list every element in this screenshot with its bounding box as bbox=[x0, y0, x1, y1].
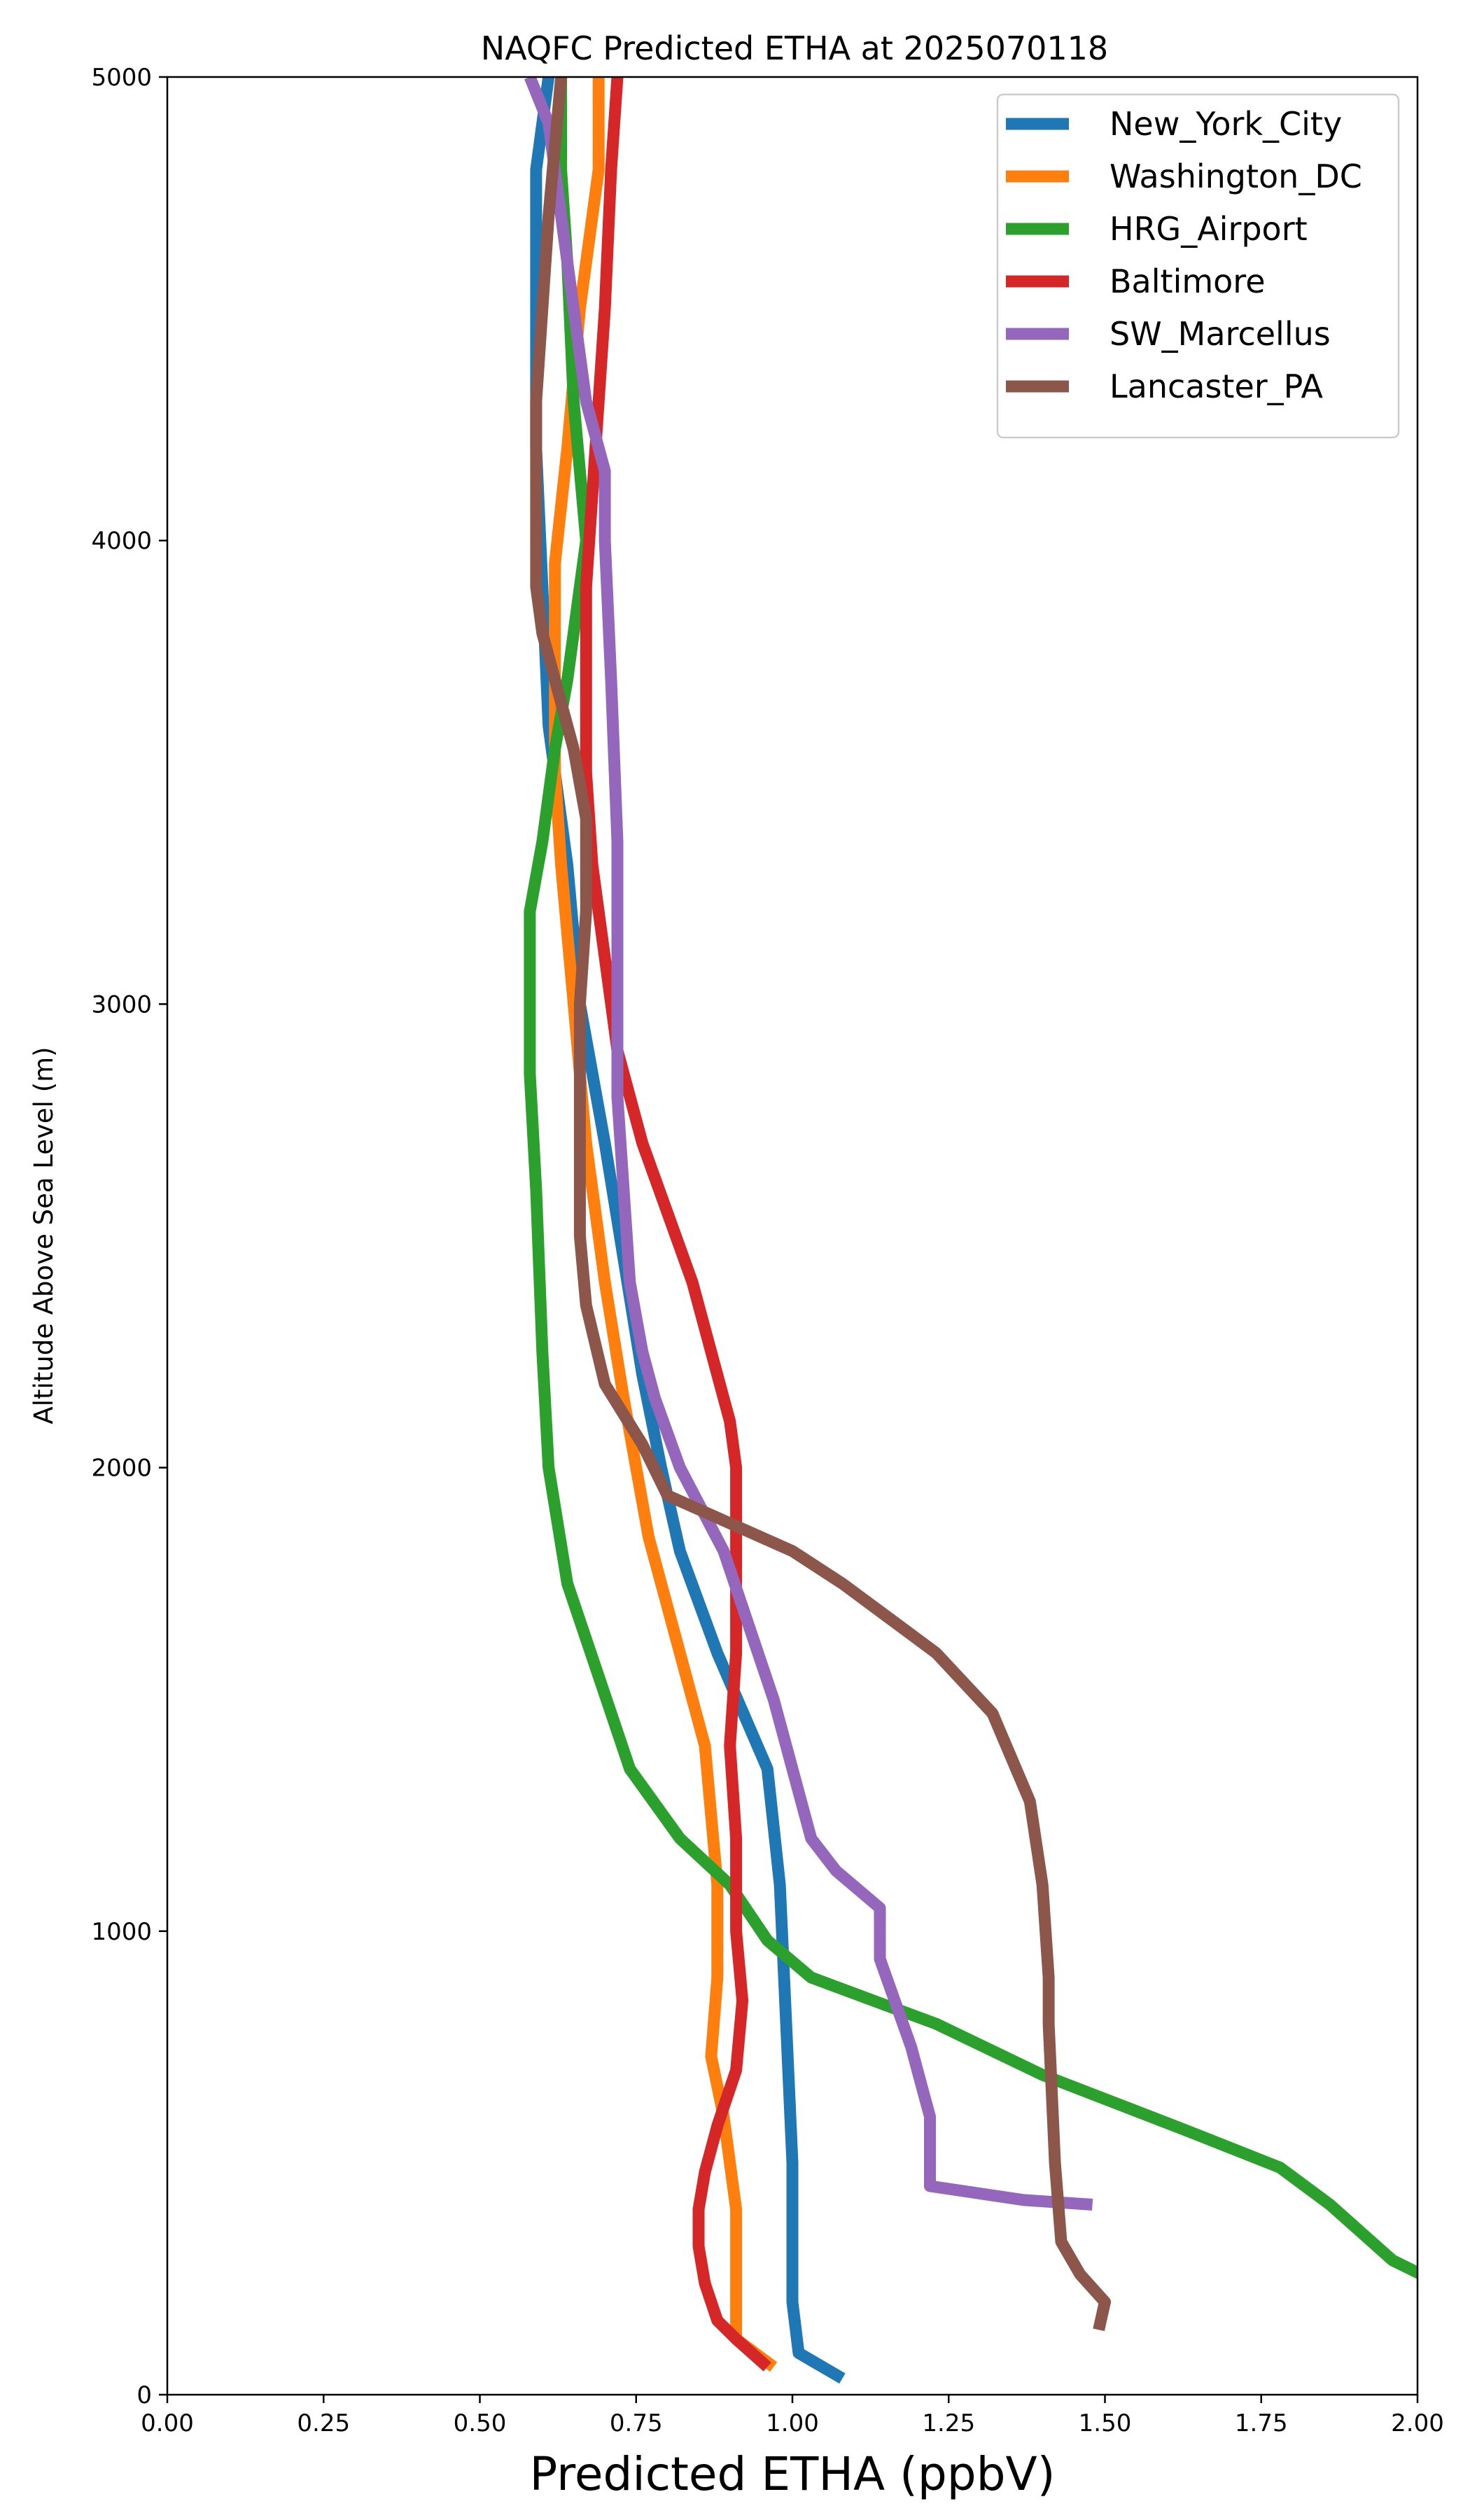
y-axis: 0 1000 2000 3000 4000 5000 bbox=[91, 64, 167, 2409]
legend-label: Lancaster_PA bbox=[1110, 368, 1323, 405]
x-tick-label: 1.50 bbox=[1079, 2409, 1132, 2437]
legend: New_York_City Washington_DC HRG_Airport Bal… bbox=[996, 93, 1400, 439]
y-tick-label: 3000 bbox=[91, 990, 152, 1018]
x-tick-label: 1.00 bbox=[766, 2409, 819, 2437]
y-tick-label: 0 bbox=[136, 2381, 152, 2409]
series-line-hrg-airport bbox=[524, 77, 1418, 2280]
legend-box bbox=[996, 93, 1400, 439]
legend-label: SW_Marcellus bbox=[1110, 315, 1331, 353]
y-tick-label: 5000 bbox=[91, 64, 152, 92]
series-line-sw-marcellus bbox=[524, 77, 1093, 2211]
series-line-lancaster-pa bbox=[530, 77, 1111, 2332]
legend-label: Baltimore bbox=[1110, 262, 1266, 300]
x-tick-label: 1.25 bbox=[922, 2409, 975, 2437]
y-tick-label: 4000 bbox=[91, 527, 152, 555]
x-axis-label: Predicted ETHA (ppbV) bbox=[530, 2447, 1056, 2501]
x-tick-label: 0.25 bbox=[297, 2409, 350, 2437]
y-axis-label: Altitude Above Sea Level (m) bbox=[29, 1046, 59, 1424]
series-line-washington-dc bbox=[549, 77, 778, 2372]
legend-label: HRG_Airport bbox=[1110, 210, 1308, 248]
series-line-baltimore bbox=[580, 77, 771, 2372]
x-tick-label: 2.00 bbox=[1391, 2409, 1444, 2437]
y-tick-label: 2000 bbox=[91, 1455, 152, 1483]
legend-label: New_York_City bbox=[1110, 105, 1342, 143]
chart-title: NAQFC Predicted ETHA at 2025070118 bbox=[481, 29, 1108, 67]
legend-label: Washington_DC bbox=[1110, 158, 1362, 195]
x-tick-label: 1.75 bbox=[1235, 2409, 1288, 2437]
x-tick-label: 0.50 bbox=[454, 2409, 507, 2437]
series-layer bbox=[524, 77, 1418, 2384]
x-tick-label: 0.75 bbox=[610, 2409, 663, 2437]
x-tick-label: 0.00 bbox=[141, 2409, 194, 2437]
y-tick-label: 1000 bbox=[91, 1918, 152, 1946]
x-axis: 0.00 0.25 0.50 0.75 1.00 1.25 1.50 1.75 2.00 bbox=[141, 2395, 1444, 2437]
